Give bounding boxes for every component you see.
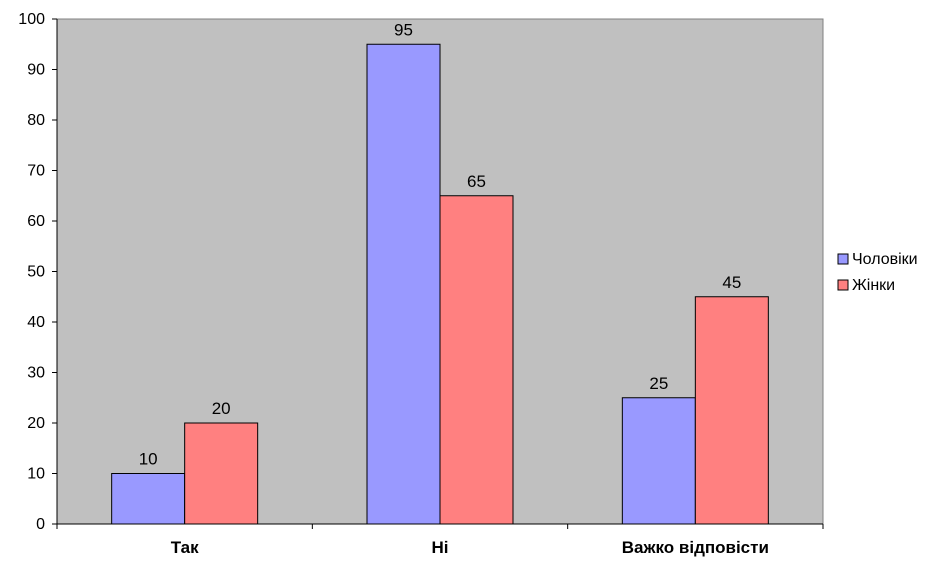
y-ticks-group: 0 10 20 30 40 50 60 70 80 90 100 <box>18 11 57 533</box>
legend-label: Чоловіки <box>852 251 918 268</box>
y-tick-label: 60 <box>27 213 45 230</box>
data-label: 10 <box>139 450 158 469</box>
x-category-label: Важко відповісти <box>622 538 769 557</box>
bar-series2 <box>694 296 769 525</box>
data-labels-group: 10 20 95 65 25 45 <box>139 20 742 468</box>
bar-series1 <box>621 397 696 525</box>
data-label: 20 <box>212 399 231 418</box>
data-label: 45 <box>722 273 741 292</box>
bar-series2 <box>184 422 259 525</box>
data-label: 95 <box>394 20 413 39</box>
legend-swatch <box>837 279 849 291</box>
data-label: 25 <box>649 374 668 393</box>
y-tick-label: 90 <box>27 62 45 79</box>
y-tick-label: 70 <box>27 163 45 180</box>
y-tick-label: 100 <box>18 11 45 28</box>
x-ticks-group: Так Ні Важко відповісти <box>56 524 824 557</box>
legend-label: Жінки <box>852 277 895 294</box>
y-tick-label: 80 <box>27 112 45 129</box>
x-category-label: Так <box>171 538 199 557</box>
y-tick-label: 10 <box>27 466 45 483</box>
y-tick-label: 40 <box>27 314 45 331</box>
bar-series2 <box>439 195 514 525</box>
bar-series1 <box>366 43 441 525</box>
data-label: 65 <box>467 172 486 191</box>
legend: Чоловіки Жінки <box>837 251 918 294</box>
bars-group <box>111 43 769 525</box>
y-tick-label: 50 <box>27 264 45 281</box>
y-tick-label: 30 <box>27 365 45 382</box>
y-tick-label: 20 <box>27 415 45 432</box>
x-category-label: Ні <box>432 538 449 557</box>
y-tick-label: 0 <box>36 516 45 533</box>
bar-series1 <box>111 473 186 525</box>
legend-swatch <box>837 253 849 265</box>
